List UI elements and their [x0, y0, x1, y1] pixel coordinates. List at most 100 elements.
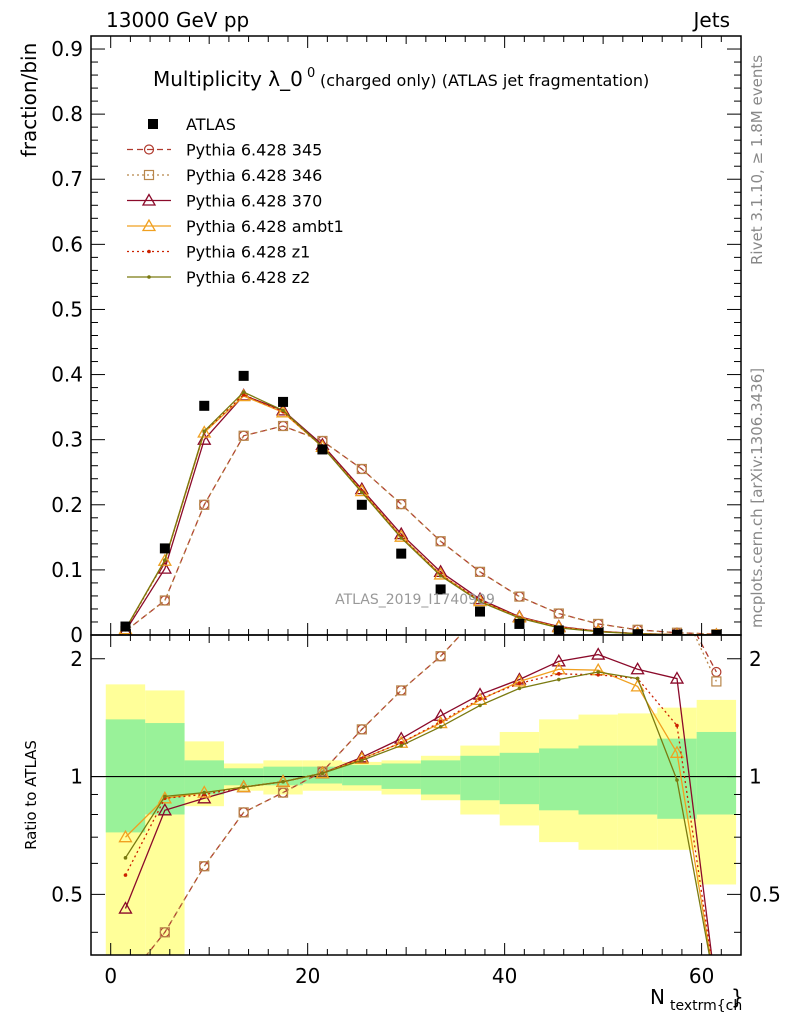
legend-marker: [141, 193, 157, 206]
chart-title-superscript: 0: [307, 66, 315, 81]
series-marker-ratio: [356, 724, 367, 735]
y-tick-label: 0.8: [51, 102, 83, 126]
series-marker-ratio: [635, 676, 640, 681]
series-marker-top: [553, 608, 564, 619]
series-marker-top: [163, 558, 167, 562]
series-marker-ratio: [551, 654, 566, 667]
series-marker-ratio: [360, 758, 364, 763]
series-marker-ratio: [320, 771, 325, 776]
legend-marker: [147, 249, 151, 254]
rivet-version-label: Rivet 3.1.10, ≥ 1.8M events: [748, 54, 766, 265]
analysis-watermark: ATLAS_2019_I1740909: [335, 592, 495, 608]
data-point: [238, 370, 249, 381]
y-tick-label: 0.2: [51, 493, 83, 517]
series-line-ratio: [145, 635, 717, 955]
series-marker-ratio: [669, 671, 685, 684]
series-marker-top: [157, 553, 172, 566]
series-marker-ratio: [478, 703, 482, 708]
series-marker-top: [202, 429, 207, 434]
data-point: [317, 444, 328, 455]
legend-marker: [143, 169, 155, 181]
ratio-uncertainty-bands: [91, 684, 741, 955]
series-marker-top: [241, 390, 246, 394]
series-marker-ratio: [163, 794, 167, 799]
data-point: [593, 628, 604, 635]
band-inner: [302, 766, 343, 784]
series-marker-ratio: [512, 674, 527, 687]
series-marker-ratio: [241, 785, 246, 789]
series-marker-top: [238, 430, 249, 441]
legend-marker: [147, 275, 151, 279]
series-marker-ratio: [159, 927, 170, 938]
series-marker-ratio: [277, 787, 289, 798]
data-point: [396, 548, 407, 559]
data-point: [159, 543, 170, 554]
y-tick-label: 0.7: [51, 167, 83, 191]
axis-labels: fraction/bin Ratio to ATLAS N textrm{ch} ATL…: [17, 43, 744, 1014]
series-marker-ratio: [118, 901, 133, 914]
legend-label: Pythia 6.428 345: [186, 141, 322, 160]
series-marker-ratio: [591, 647, 606, 660]
band-inner: [499, 752, 540, 805]
x-tick-label: 0: [104, 964, 117, 988]
band-inner: [539, 748, 579, 811]
y-tick-label: 0.5: [51, 297, 83, 321]
series-marker-ratio: [669, 745, 685, 758]
series-marker-ratio: [399, 740, 404, 745]
series-marker-top: [197, 425, 212, 438]
ratio-axis-label: Ratio to ATLAS: [22, 740, 40, 850]
ratio-tick-label: 2: [70, 647, 83, 671]
energy-label: 13000 GeV pp: [106, 8, 250, 32]
legend-label: Pythia 6.428 z2: [186, 268, 310, 287]
series-marker-top: [360, 490, 364, 495]
y-axis-label: fraction/bin: [17, 43, 41, 158]
data-point: [632, 629, 643, 635]
data-point: [475, 606, 486, 617]
series-line-top: [125, 425, 717, 635]
main-panel-series: [118, 370, 722, 635]
data-point: [356, 499, 367, 510]
series-marker-top: [275, 405, 291, 418]
series-line-top: [124, 393, 717, 635]
x-axis-label: N: [650, 985, 665, 1009]
data-point: [514, 618, 525, 629]
data-point: [671, 629, 682, 635]
series-marker-ratio: [438, 720, 443, 724]
data-point: [553, 625, 564, 635]
series-marker-top: [277, 420, 289, 432]
series-line-ratio: [124, 673, 712, 955]
series-marker-top: [396, 499, 407, 510]
band-inner: [420, 760, 461, 795]
band-inner: [696, 731, 737, 815]
ratio-panel-frame: [90, 634, 742, 956]
series-marker-ratio: [396, 685, 407, 696]
series-marker-ratio: [202, 790, 207, 795]
x-axis-label-subscript: textrm{ch: [670, 998, 742, 1014]
series-marker-top: [514, 591, 525, 602]
series-marker-top: [354, 483, 369, 497]
series-marker-ratio: [596, 670, 600, 674]
band-inner: [145, 723, 185, 815]
legend-label: Pythia 6.428 370: [186, 192, 322, 211]
y-tick-label: 0: [70, 623, 83, 647]
legend: ATLAS Pythia 6.428 345 Pythia 6.428 346 Pyt…: [127, 115, 344, 287]
legend-label-data: ATLAS: [186, 115, 236, 134]
data-point: [278, 396, 289, 407]
ratio-tick-label-right: 2: [749, 647, 762, 671]
series-marker-ratio: [396, 685, 407, 696]
ratio-panel-series: [118, 635, 722, 955]
chart-title-rest: (charged only) (ATLAS jet fragmentation): [320, 71, 649, 90]
legend-marker: [141, 218, 157, 232]
x-tick-label: 40: [492, 964, 517, 988]
legend-marker-data: [148, 119, 158, 129]
series-marker-ratio: [478, 697, 482, 701]
series-marker-ratio: [157, 790, 172, 804]
x-axis-label-end: }: [731, 985, 744, 1009]
y-tick-label: 0.9: [51, 37, 83, 61]
series-marker-ratio: [557, 677, 561, 682]
legend-label: Pythia 6.428 z1: [186, 243, 310, 262]
ratio-tick-label-right: 0.5: [749, 882, 781, 906]
chart-title: Multiplicity λ_0: [153, 67, 303, 91]
series-marker-top: [474, 566, 486, 577]
